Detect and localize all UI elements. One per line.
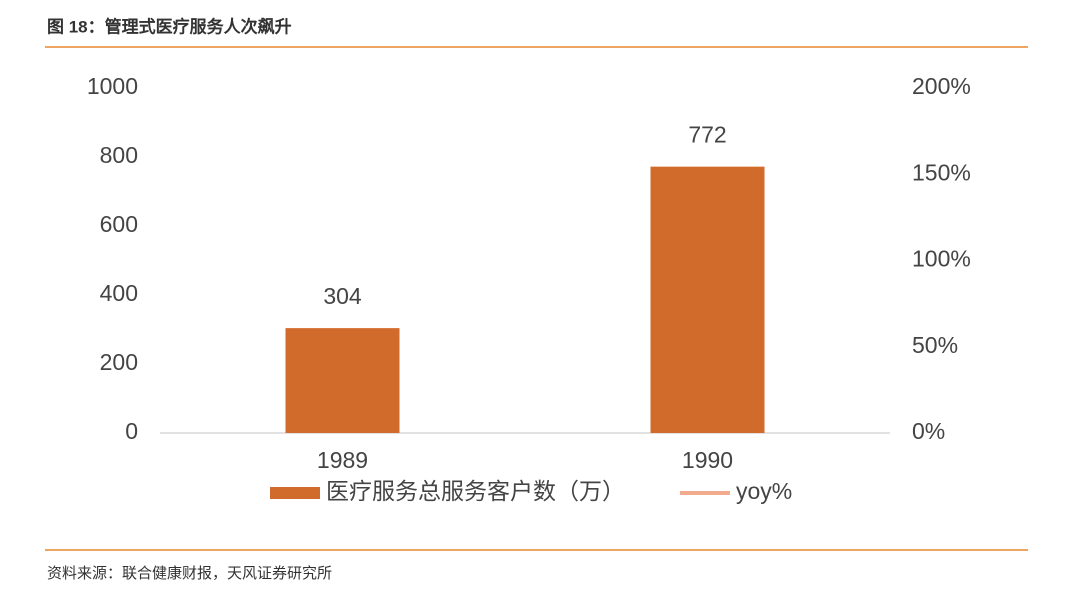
y-tick-label: 1000: [87, 73, 138, 99]
y2-tick-label: 100%: [912, 246, 971, 272]
bar: [650, 166, 765, 433]
y2-tick-label: 0%: [912, 418, 945, 444]
y2-tick-label: 200%: [912, 73, 971, 99]
y2-tick-label: 50%: [912, 332, 958, 358]
y-tick-label: 600: [100, 211, 138, 237]
y-tick-label: 0: [125, 418, 138, 444]
legend-swatch: [270, 487, 320, 499]
y-tick-label: 400: [100, 280, 138, 306]
x-tick-label: 1989: [317, 447, 368, 473]
legend-label: 医疗服务总服务客户数（万）: [326, 478, 625, 504]
y-tick-label: 800: [100, 142, 138, 168]
chart-title: 图 18：管理式医疗服务人次飙升: [47, 16, 292, 36]
y-tick-label: 200: [100, 349, 138, 375]
bar: [285, 328, 400, 433]
y2-tick-label: 150%: [912, 159, 971, 185]
data-label: 772: [688, 122, 726, 148]
source: 资料来源：联合健康财报，天风证券研究所: [47, 565, 332, 582]
data-label: 304: [323, 283, 362, 309]
legend-label: yoy%: [736, 478, 792, 504]
x-tick-label: 1990: [682, 447, 733, 473]
